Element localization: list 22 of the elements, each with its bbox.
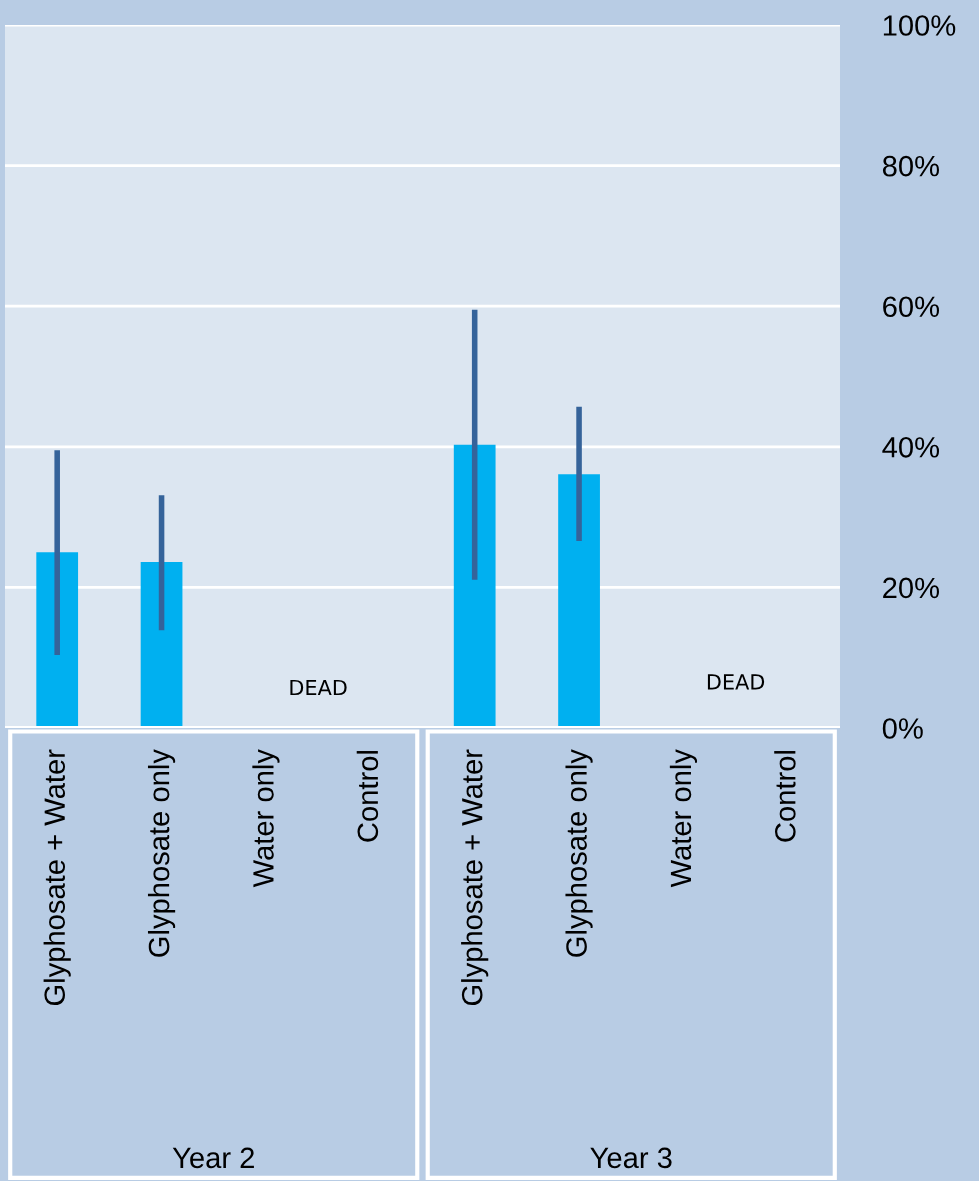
annotation: DEAD <box>290 679 347 696</box>
annotation: DEAD <box>707 674 765 690</box>
x-tick-label: Water only <box>669 749 698 888</box>
x-tick-label: Control <box>774 751 796 842</box>
x-tick-label: Glyphosate only <box>565 749 593 957</box>
text: Year 2 <box>172 1147 254 1169</box>
x-tick-label: Control <box>356 751 379 842</box>
y-tick-label: 40% <box>882 437 940 458</box>
x-tick-label: Glyphosate only <box>147 749 176 957</box>
y-tick-label: 0% <box>882 718 923 739</box>
text: Year 3 <box>590 1147 672 1169</box>
y-tick-label: 20% <box>883 577 940 599</box>
bar <box>558 474 600 728</box>
y-tick-label: 100% <box>883 15 956 36</box>
x-tick-label: Glyphosate + Water <box>43 749 71 1006</box>
bar <box>140 562 183 728</box>
y-tick-label: 80% <box>882 155 940 177</box>
y-tick-label: 60% <box>883 296 940 318</box>
x-tick-label: Glyphosate + Water <box>461 749 489 1006</box>
x-tick-label: Water only <box>252 749 280 888</box>
bar <box>453 444 496 728</box>
bar <box>36 552 79 728</box>
